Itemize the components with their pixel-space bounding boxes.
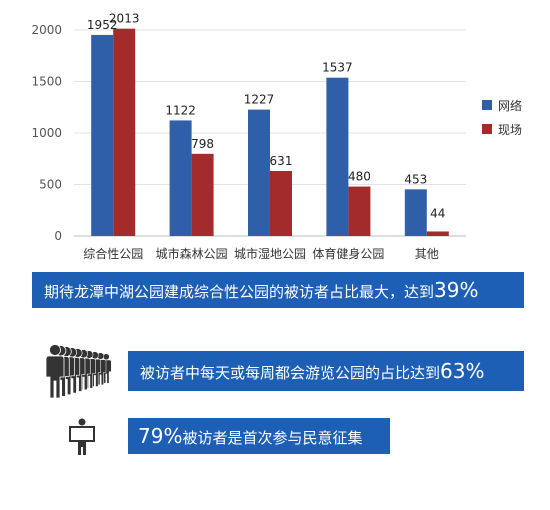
y-axis: 0 500 1000 1500 2000 <box>31 23 62 243</box>
data-label: 1122 <box>165 103 196 117</box>
person-head <box>103 353 110 360</box>
data-label: 1537 <box>322 61 353 75</box>
x-tick-label: 综合性公园 <box>83 246 143 261</box>
person-holding-sign-icon <box>69 418 95 455</box>
banner2-percent: 63% <box>440 359 485 383</box>
data-label: 44 <box>430 206 445 220</box>
x-tick-label: 城市森林公园 <box>156 246 228 261</box>
legend-swatch <box>482 100 492 110</box>
banner2-text: 被访者中每天或每周都会游览公园的占比达到 <box>140 364 441 382</box>
person-figure <box>45 344 65 399</box>
banner-visit-frequency: 被访者中每天或每周都会游览公园的占比达到63% <box>128 351 524 391</box>
data-label: 798 <box>191 137 214 151</box>
bar-onsite <box>348 186 371 236</box>
x-axis-ticks: 综合性公园 城市森林公园 城市湿地公园 体育健身公园 其他 <box>83 246 439 261</box>
bar-onsite <box>270 171 292 236</box>
bar-onsite <box>191 153 214 236</box>
banner3-percent: 79% <box>138 424 183 448</box>
banner1-text: 期待龙潭中湖公园建成综合性公园的被访者占比最大，达到 <box>44 283 435 301</box>
bar-online <box>404 189 427 236</box>
y-tick-label: 2000 <box>31 23 62 37</box>
legend-label: 网络 <box>498 98 522 113</box>
bar-online <box>169 120 192 236</box>
data-label: 1952 <box>87 18 118 32</box>
banner-first-participation: 79%被访者是首次参与民意征集 <box>128 418 390 454</box>
data-label: 631 <box>270 154 293 168</box>
data-label: 480 <box>348 170 371 184</box>
bar-onsite <box>426 231 449 236</box>
y-tick-label: 1500 <box>31 75 62 89</box>
data-label: 453 <box>404 172 427 186</box>
bar-online <box>248 109 270 236</box>
legend-label: 现场 <box>498 123 522 137</box>
bar-online <box>91 34 114 236</box>
x-tick-label: 其他 <box>415 247 439 261</box>
y-tick-label: 0 <box>54 229 62 243</box>
person-body <box>45 355 65 399</box>
bars <box>91 28 449 237</box>
person-head <box>49 344 61 356</box>
x-tick-label: 城市湿地公园 <box>234 246 306 261</box>
x-tick-label: 体育健身公园 <box>312 246 384 261</box>
banner3-text: 被访者是首次参与民意征集 <box>182 429 363 447</box>
people-queue-icon <box>45 344 112 399</box>
banner1-percent: 39% <box>434 278 479 302</box>
y-tick-label: 1000 <box>31 126 62 140</box>
y-tick-label: 500 <box>39 178 62 192</box>
bar-onsite <box>113 28 136 237</box>
legend-swatch <box>482 124 492 134</box>
bar-online <box>326 77 349 237</box>
banner-top-preference: 期待龙潭中湖公园建成综合性公园的被访者占比最大，达到39% <box>32 272 524 308</box>
data-label: 1227 <box>244 93 275 107</box>
data-label: 2013 <box>109 12 140 26</box>
